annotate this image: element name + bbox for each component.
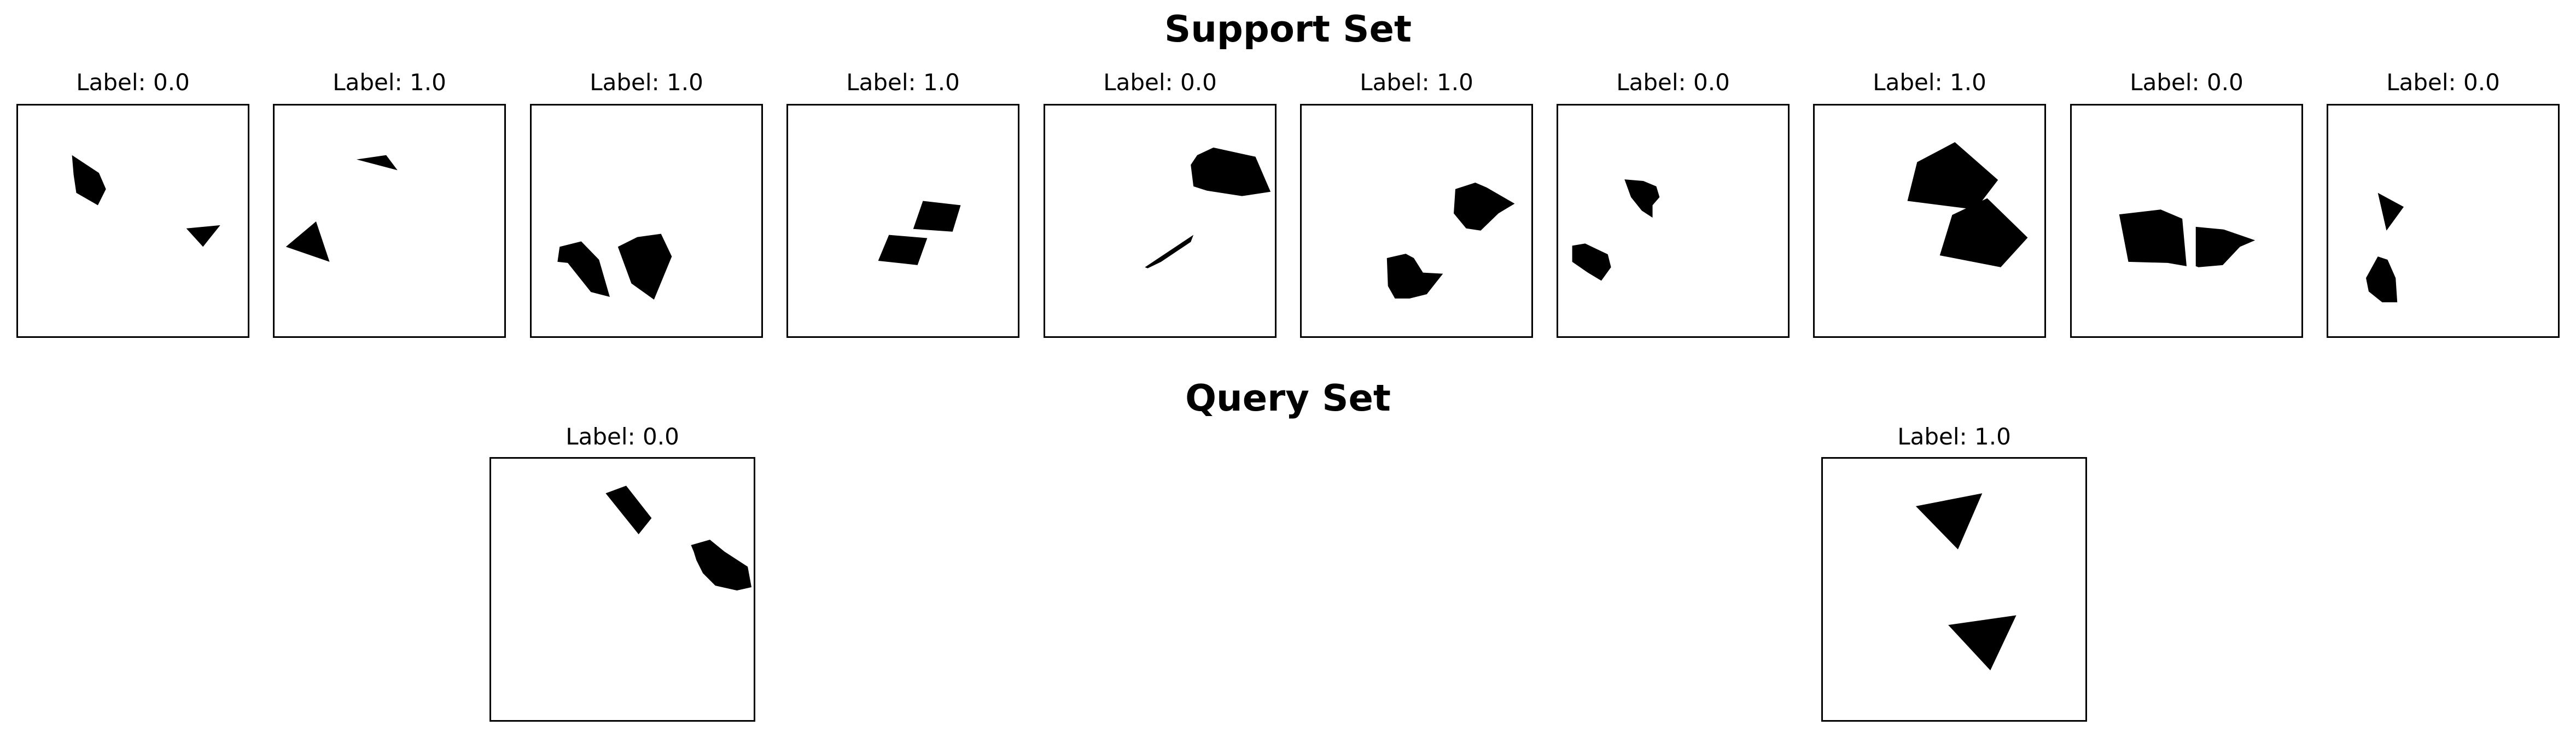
triangle-shape <box>186 225 220 247</box>
query-panel-image <box>1915 493 2016 671</box>
support-panel-image <box>2366 192 2404 302</box>
support-panel-image <box>1386 183 1515 299</box>
support-panel-label: Label: 0.0 <box>1103 69 1217 96</box>
support-panel-image <box>72 155 220 247</box>
polygon-shape <box>2119 209 2187 266</box>
polygon-shape <box>691 540 752 590</box>
support-panel-image <box>2119 209 2256 267</box>
support-panel-image <box>1145 147 1271 268</box>
support-panel-image <box>1572 179 1660 281</box>
polygon-shape <box>1191 147 1271 196</box>
query-panel-label: Label: 0.0 <box>566 423 679 450</box>
polygon-shape <box>1624 179 1660 218</box>
support-panel-label: Label: 0.0 <box>2386 69 2500 96</box>
support-panel <box>2327 104 2560 338</box>
polygon-shape <box>1454 183 1515 231</box>
polygon-shape <box>878 235 928 265</box>
support-panel-label: Label: 1.0 <box>333 69 446 96</box>
polygon-shape <box>1572 243 1611 281</box>
query-panel-label: Label: 1.0 <box>1897 423 2011 450</box>
triangle-shape <box>356 155 398 171</box>
support-panel <box>530 104 763 338</box>
query-panel-image <box>605 486 752 590</box>
polygon-shape <box>617 233 672 300</box>
support-panel-label: Label: 0.0 <box>2130 69 2243 96</box>
support-panel-image <box>1907 142 2028 267</box>
support-panel <box>16 104 249 338</box>
support-panel-image <box>285 155 398 262</box>
support-panel <box>1300 104 1533 338</box>
support-panel-label: Label: 1.0 <box>590 69 703 96</box>
polygon-shape <box>1386 254 1443 299</box>
query-panel <box>1821 457 2087 722</box>
triangle-shape <box>1948 615 2016 671</box>
polygon-shape <box>557 241 610 297</box>
polygon-shape <box>913 201 961 232</box>
query-set-title: Query Set <box>1185 377 1391 419</box>
triangle-shape <box>285 221 330 262</box>
support-panel-label: Label: 1.0 <box>1360 69 1473 96</box>
support-panel <box>1044 104 1277 338</box>
support-panel-label: Label: 0.0 <box>1616 69 1730 96</box>
polygon-shape <box>1939 198 2028 267</box>
polygon-shape <box>72 155 106 206</box>
support-panel <box>1557 104 1790 338</box>
support-panel-label: Label: 0.0 <box>76 69 190 96</box>
support-panel-image <box>878 201 961 265</box>
triangle-shape <box>2377 192 2404 231</box>
support-panel <box>1813 104 2046 338</box>
support-panel <box>786 104 1019 338</box>
support-panel <box>2070 104 2303 338</box>
triangle-shape <box>1915 493 1983 549</box>
support-panel-label: Label: 1.0 <box>1873 69 1986 96</box>
polygon-shape <box>2195 226 2256 267</box>
polygon-shape <box>605 486 652 535</box>
polygon-shape <box>1907 142 1998 210</box>
support-panel <box>273 104 506 338</box>
polygon-shape <box>1145 235 1194 268</box>
support-set-title: Support Set <box>1164 8 1412 50</box>
support-panel-label: Label: 1.0 <box>846 69 960 96</box>
polygon-shape <box>2366 256 2398 302</box>
support-panel-image <box>557 233 672 300</box>
query-panel <box>489 457 755 722</box>
